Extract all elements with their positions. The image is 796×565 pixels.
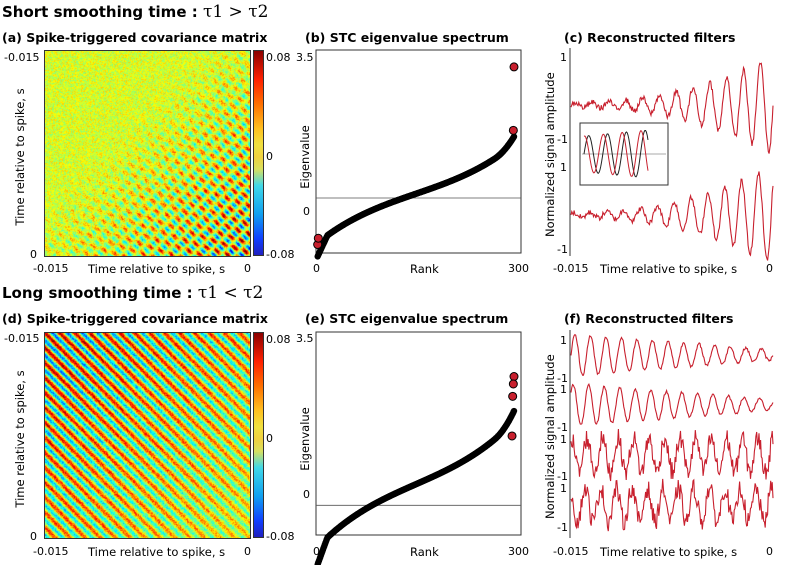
panel-a-colorbar [253, 50, 264, 256]
panel-f-xlabel: Time relative to spike, s [600, 545, 738, 559]
panel-d-colorbar [253, 332, 264, 538]
filter-trace [570, 382, 774, 425]
panel-b-xlabel: Rank [410, 262, 439, 276]
eigen-outlier-point [508, 125, 518, 135]
panel-c-xtick-left: -0.015 [553, 262, 589, 275]
panel-c-filter-plot [569, 48, 774, 261]
panel-e-xtick-right: 300 [508, 545, 529, 558]
filter-inset [579, 122, 669, 186]
panel-d-ytick-bottom: 0 [30, 530, 37, 543]
eigen-axes-box [315, 331, 522, 536]
tau-relation-short: τ1 > τ2 [202, 2, 269, 22]
tau-relation-long: τ1 < τ2 [197, 283, 264, 303]
panel-f-ytick-m1d: -1 [557, 521, 568, 534]
panel-e-ytick-top: 3.5 [296, 332, 314, 345]
panel-e-xtick-left: 0 [313, 545, 320, 558]
eigen-outlier-point [508, 379, 518, 389]
panel-f-ytick-m1c: -1 [557, 470, 568, 483]
panel-c-ytick-1a: 1 [560, 51, 567, 64]
panel-a-ylabel: Time relative to spike, s [13, 88, 27, 226]
panel-f-xtick-left: -0.015 [553, 545, 589, 558]
eigen-outlier-point [509, 62, 519, 72]
filter-trace [570, 333, 774, 376]
panel-d-covariance-heatmap [44, 332, 251, 539]
panel-f-filter-plot [569, 330, 774, 538]
panel-e-ylabel: Eigenvalue [298, 407, 312, 471]
panel-a-cbar-tick-mid: 0 [266, 150, 273, 163]
panel-b-xtick-right: 300 [508, 262, 529, 275]
panel-d-cbar-tick-top: 0.08 [266, 333, 291, 346]
eigen-outlier-point [508, 391, 518, 401]
panel-f-xtick-right: 0 [766, 545, 773, 558]
panel-f-ylabel: Normalized signal amplitude [543, 354, 557, 519]
panel-a-xlabel: Time relative to spike, s [88, 262, 226, 276]
filter-trace [570, 171, 774, 261]
panel-b-ytick-top: 3.5 [296, 51, 314, 64]
panel-f-ytick-1c: 1 [560, 433, 567, 446]
panel-f-title: (f) Reconstructed filters [564, 311, 734, 326]
panel-f-ytick-1a: 1 [560, 334, 567, 347]
panel-a-title: (a) Spike-triggered covariance matrix [2, 30, 268, 45]
heading-short: Short smoothing time : τ1 > τ2 [2, 2, 269, 22]
panel-b-xtick-left: 0 [313, 262, 320, 275]
eigen-point [510, 407, 518, 415]
panel-c-ytick-1b: 1 [560, 161, 567, 174]
panel-f-ytick-m1a: -1 [557, 372, 568, 385]
filter-trace [570, 478, 774, 532]
panel-a-ytick-top: -0.015 [4, 51, 40, 64]
eigen-outlier-point [507, 431, 517, 441]
panel-d-xtick-right: 0 [244, 545, 251, 558]
panel-a-ytick-bottom: 0 [30, 248, 37, 261]
eigen-outlier-point [313, 233, 323, 243]
filter-trace [570, 428, 774, 482]
inset-trace-red [583, 130, 649, 177]
panel-a-xtick-right: 0 [244, 262, 251, 275]
panel-e-xlabel: Rank [410, 545, 439, 559]
inset-trace-dark [583, 130, 649, 178]
panel-a-covariance-heatmap [44, 50, 251, 257]
panel-b-ylabel: Eigenvalue [298, 125, 312, 189]
panel-b-eigen-plot [313, 49, 522, 260]
panel-d-title: (d) Spike-triggered covariance matrix [2, 311, 268, 326]
panel-c-ylabel: Normalized signal amplitude [543, 72, 557, 237]
panel-e-title: (e) STC eigenvalue spectrum [305, 311, 509, 326]
panel-b-ytick-zero: 0 [303, 205, 310, 218]
filter-trace [570, 62, 774, 154]
panel-b-title: (b) STC eigenvalue spectrum [305, 30, 509, 45]
panel-e-ytick-zero: 0 [303, 488, 310, 501]
panel-d-ytick-top: -0.015 [4, 332, 40, 345]
panel-f-ytick-1b: 1 [560, 383, 567, 396]
panel-d-ylabel: Time relative to spike, s [13, 370, 27, 508]
panel-c-xlabel: Time relative to spike, s [600, 262, 738, 276]
eigen-axes-box [315, 49, 522, 254]
panel-a-cbar-tick-bottom: -0.08 [266, 248, 295, 261]
eigen-outlier-point [509, 372, 519, 382]
panel-c-xtick-right: 0 [766, 262, 773, 275]
panel-d-cbar-tick-bottom: -0.08 [266, 530, 295, 543]
panel-c-ytick-m1a: -1 [557, 133, 568, 146]
heading-long: Long smoothing time : τ1 < τ2 [2, 283, 264, 303]
panel-c-title: (c) Reconstructed filters [564, 30, 736, 45]
panel-a-xtick-left: -0.015 [33, 262, 69, 275]
panel-f-ytick-1d: 1 [560, 482, 567, 495]
panel-e-eigen-plot [314, 331, 522, 565]
panel-d-xtick-left: -0.015 [33, 545, 69, 558]
eigen-point [510, 133, 518, 140]
panel-c-ytick-m1b: -1 [557, 243, 568, 256]
panel-a-cbar-tick-top: 0.08 [266, 51, 291, 64]
panel-d-xlabel: Time relative to spike, s [88, 545, 226, 559]
panel-f-ytick-m1b: -1 [557, 421, 568, 434]
panel-d-cbar-tick-mid: 0 [266, 432, 273, 445]
